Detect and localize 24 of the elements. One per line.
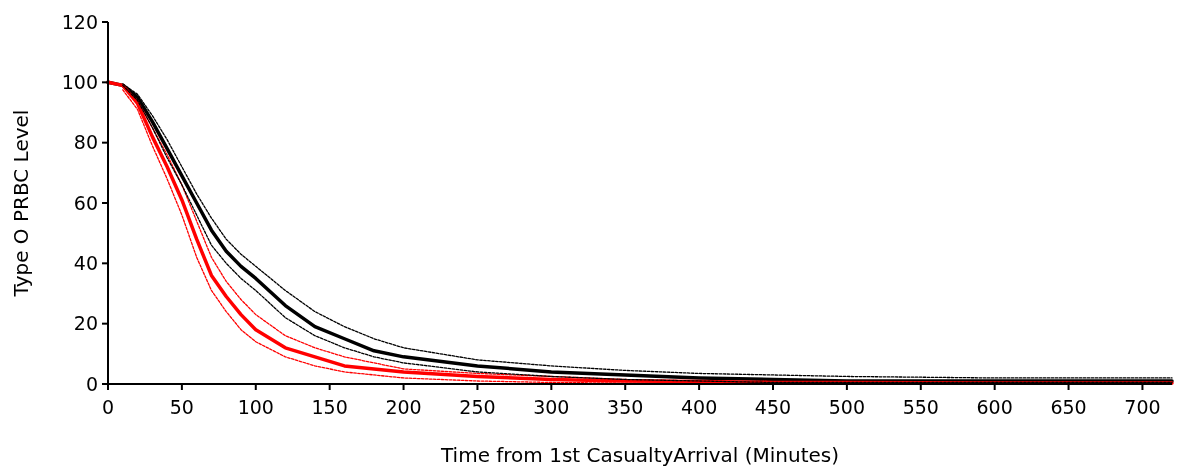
x-tick-label: 600 [976, 396, 1013, 418]
x-tick-label: 300 [533, 396, 570, 418]
x-tick-label: 100 [237, 396, 274, 418]
x-tick-label: 450 [754, 396, 792, 418]
x-tick-label: 350 [607, 396, 644, 418]
x-tick-label: 550 [902, 396, 939, 418]
y-tick-label: 0 [85, 372, 98, 395]
x-tick-label: 500 [828, 396, 866, 418]
y-tick-label: 120 [61, 10, 98, 33]
x-axis-title: Time from 1st CasualtyArrival (Minutes) [439, 443, 840, 467]
y-tick-label: 80 [73, 131, 98, 154]
x-tick-label: 200 [385, 396, 422, 418]
y-tick-label: 60 [73, 191, 98, 214]
x-tick-label: 400 [680, 396, 718, 418]
x-tick-label: 0 [101, 396, 115, 418]
y-tick-label: 20 [73, 312, 98, 335]
y-tick-label: 100 [61, 70, 98, 93]
x-tick-label: 250 [459, 396, 496, 418]
x-tick-label: 50 [169, 396, 194, 418]
x-tick-label: 150 [311, 396, 348, 418]
y-axis-title: Type O PRBC Level [9, 109, 33, 298]
y-tick-label: 40 [73, 251, 98, 274]
x-tick-label: 650 [1050, 396, 1087, 418]
x-tick-label: 700 [1124, 396, 1161, 418]
